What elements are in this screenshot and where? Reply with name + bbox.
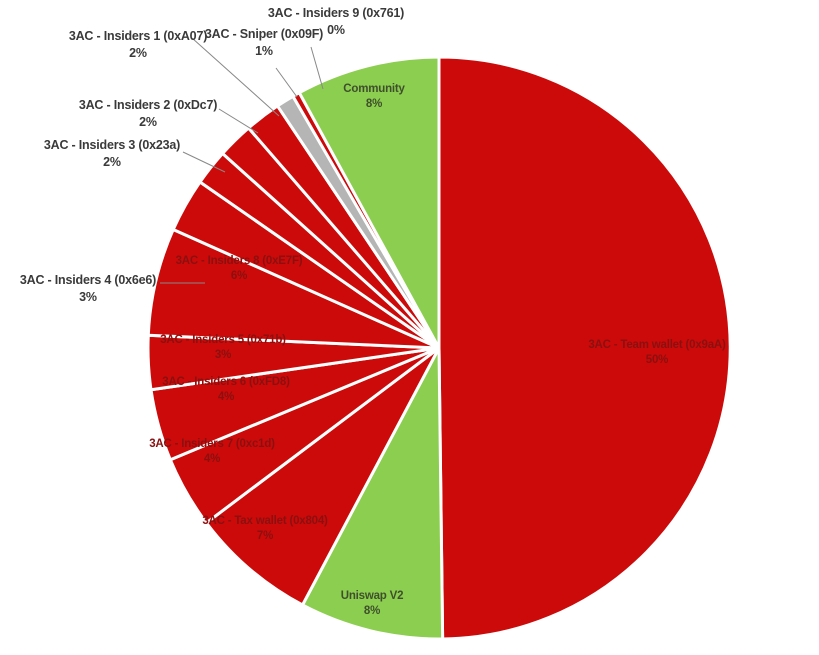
- slice-label-outside: 3AC - Sniper (0x09F) 1%: [164, 26, 364, 59]
- pie-slice[interactable]: [204, 346, 441, 608]
- slice-label-outside: 3AC - Insiders 1 (0xA07) 2%: [38, 28, 238, 61]
- leader-line: [275, 67, 298, 98]
- slice-label-outside: 3AC - Insiders 4 (0x6e6) 3%: [0, 272, 188, 305]
- slice-label-percent: 6%: [230, 269, 248, 282]
- leader-lines: [160, 37, 324, 284]
- slice-label-name: 3AC - Insiders 6 (0xFD8): [162, 376, 290, 388]
- slice-label-percent: 3%: [214, 348, 232, 361]
- slice-label-percent: 0%: [327, 22, 345, 37]
- leader-line: [310, 46, 324, 90]
- slice-label-inside: 3AC - Insiders 8 (0xE7F) 6%: [139, 254, 339, 284]
- slice-label-outside: 3AC - Insiders 3 (0x23a) 2%: [12, 137, 212, 170]
- slice-label-name: 3AC - Insiders 9 (0x761): [267, 6, 405, 20]
- slice-label-percent: 2%: [129, 45, 147, 60]
- slice-label-name: Uniswap V2: [340, 590, 404, 602]
- slice-label-name: 3AC - Insiders 5 (0x71b): [160, 334, 286, 346]
- slice-label-percent: 50%: [645, 353, 669, 366]
- slice-label-inside: Uniswap V2 8%: [272, 589, 472, 619]
- slice-label-name: 3AC - Insiders 2 (0xDc7): [78, 98, 218, 112]
- slice-label-inside: 3AC - Team wallet (0x9aA) 50%: [557, 338, 757, 368]
- leader-line: [191, 37, 280, 117]
- slice-label-name: 3AC - Insiders 7 (0xc1d): [149, 438, 275, 450]
- slice-label-outside: 3AC - Insiders 9 (0x761) 0%: [236, 5, 436, 38]
- slice-label-name: 3AC - Tax wallet (0x804): [202, 515, 328, 527]
- leader-line: [218, 108, 259, 134]
- slice-label-inside: 3AC - Tax wallet (0x804) 7%: [165, 514, 365, 544]
- slice-label-inside: 3AC - Insiders 5 (0x71b) 3%: [123, 333, 323, 363]
- slice-label-percent: 7%: [256, 529, 274, 542]
- leader-line: [182, 151, 226, 173]
- pie-slices: [146, 55, 732, 641]
- slice-label-name: 3AC - Team wallet (0x9aA): [588, 339, 726, 351]
- pie-slice[interactable]: [297, 55, 441, 349]
- pie-slice[interactable]: [300, 347, 445, 641]
- slice-label-name: 3AC - Insiders 3 (0x23a): [43, 138, 181, 152]
- slice-label-percent: 4%: [203, 452, 221, 465]
- slice-label-name: Community: [343, 83, 405, 95]
- slice-label-inside: Community 8%: [274, 82, 474, 112]
- slice-label-inside: 3AC - Insiders 7 (0xc1d) 4%: [112, 437, 312, 467]
- slice-label-name: 3AC - Insiders 4 (0x6e6): [19, 273, 157, 287]
- slice-label-percent: 1%: [255, 43, 273, 58]
- slice-label-inside: 3AC - Insiders 6 (0xFD8) 4%: [126, 375, 326, 405]
- slice-label-percent: 8%: [363, 604, 381, 617]
- slice-label-name: 3AC - Insiders 1 (0xA07): [68, 29, 208, 43]
- slice-label-percent: 3%: [79, 289, 97, 304]
- slice-label-percent: 8%: [365, 97, 383, 110]
- slice-label-percent: 2%: [103, 154, 121, 169]
- pie-slice[interactable]: [437, 55, 732, 641]
- slice-label-outside: 3AC - Insiders 2 (0xDc7) 2%: [48, 97, 248, 130]
- slice-label-name: 3AC - Sniper (0x09F): [204, 27, 324, 41]
- slice-label-name: 3AC - Insiders 8 (0xE7F): [175, 255, 303, 267]
- slice-label-percent: 2%: [139, 114, 157, 129]
- slice-label-percent: 4%: [217, 390, 235, 403]
